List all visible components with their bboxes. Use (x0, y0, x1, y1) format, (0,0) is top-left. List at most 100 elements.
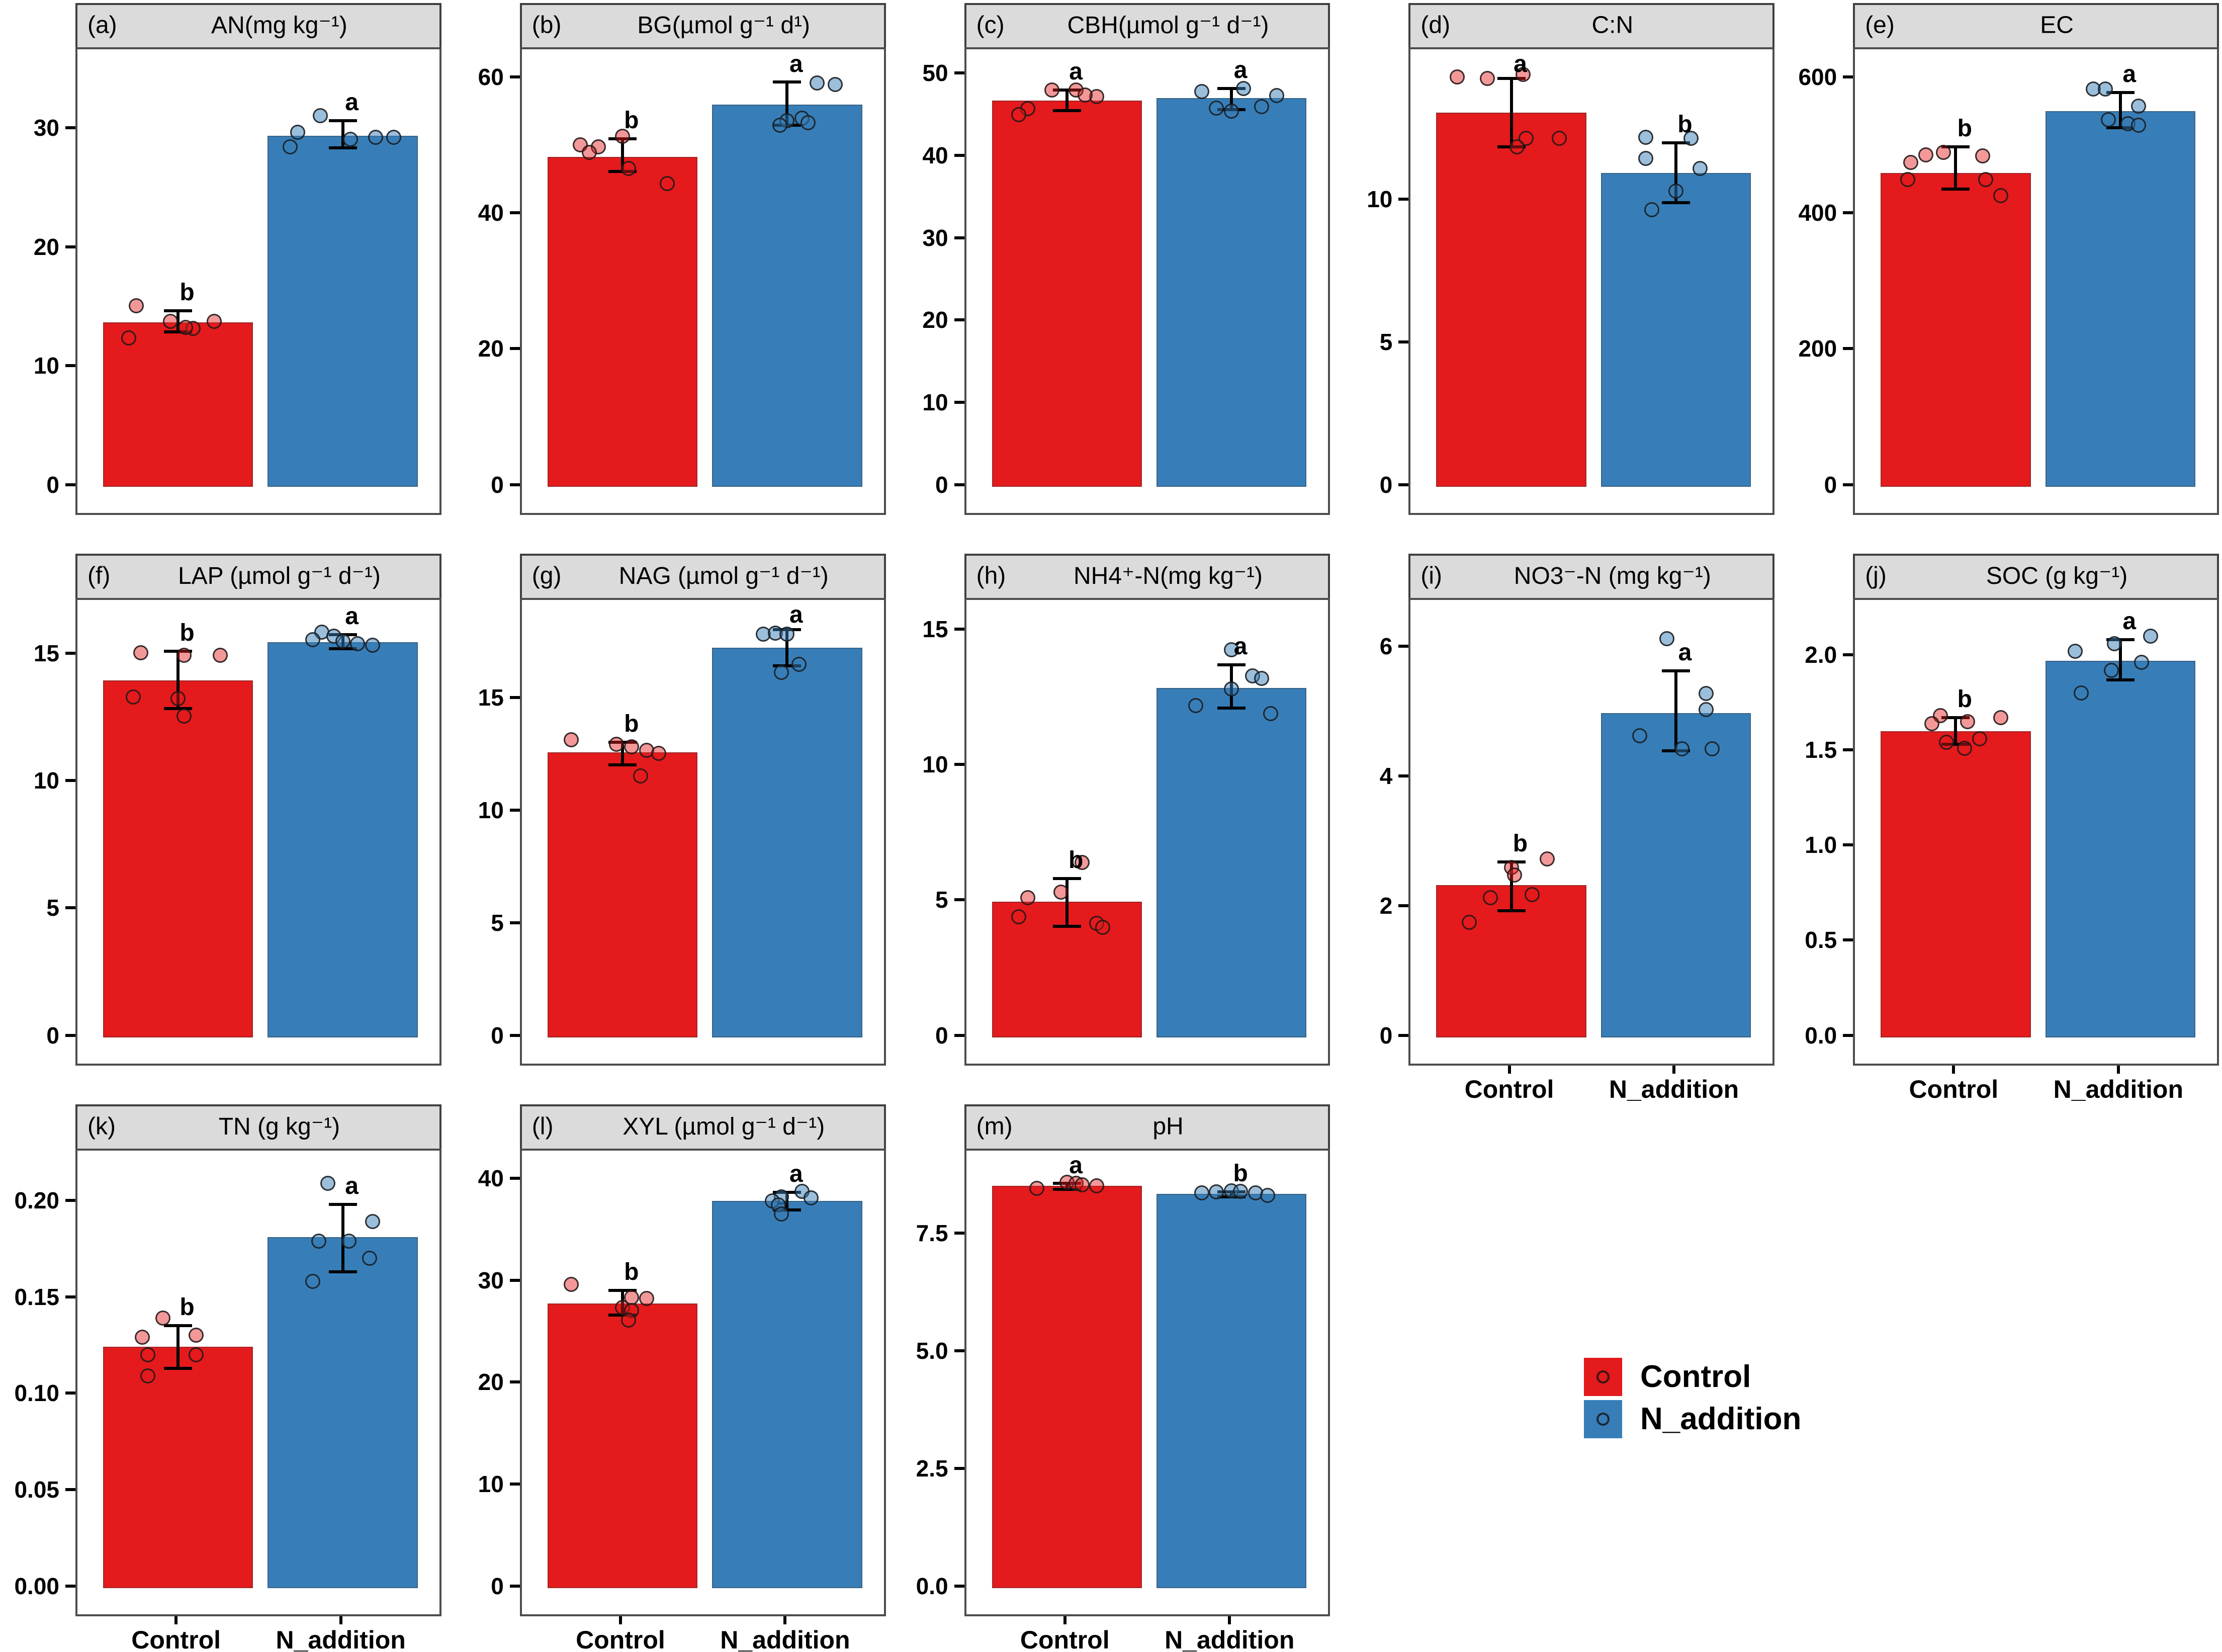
y-tick-mark (1843, 748, 1853, 752)
bar-n-addition (712, 1200, 862, 1588)
error-bar-cap (1941, 716, 1970, 720)
data-point (1900, 172, 1915, 188)
data-point (2100, 112, 2116, 128)
error-bar-cap (1941, 187, 1970, 191)
y-tick-label: 15 (33, 640, 59, 666)
data-point (1939, 735, 1954, 750)
y-tick-label: 30 (478, 1267, 504, 1293)
bar-n-addition (712, 647, 862, 1037)
y-tick-mark (954, 1349, 964, 1352)
y-tick-label: 6 (1379, 633, 1393, 659)
significance-letter: a (1514, 51, 1527, 77)
data-point (2130, 117, 2146, 133)
y-tick-mark (65, 364, 75, 368)
legend-label-control: Control (1640, 1359, 1751, 1394)
significance-letter: a (789, 601, 803, 628)
data-point (1698, 686, 1714, 702)
error-bar-cap (773, 80, 802, 83)
error-bar (1954, 147, 1958, 189)
panel-m: (m) pH a b 0.0 2.5 5.0 7.5 Control N_addition (891, 1104, 1331, 1652)
x-tick-mark (2116, 1066, 2120, 1074)
y-tick-mark (954, 1584, 964, 1588)
y-tick-label: 0 (46, 1022, 59, 1049)
y-tick-mark (954, 627, 964, 631)
data-point (564, 1276, 579, 1292)
data-point (1188, 698, 1203, 713)
legend-point-icon (1596, 1370, 1610, 1383)
bar-n-addition (268, 642, 418, 1037)
data-point (134, 1330, 150, 1345)
panel-strip: (j) SOC (g kg⁻¹) (1853, 554, 2219, 600)
panel-i: (i) NO3⁻-N (mg kg⁻¹) b a 0 2 4 6 Control N_additi… (1335, 554, 1775, 1103)
error-bar-cap (1217, 707, 1246, 710)
y-tick-mark (954, 1232, 964, 1235)
y-tick-mark (1843, 347, 1853, 351)
error-bar-cap (1662, 201, 1691, 205)
error-bar-cap (328, 1270, 357, 1273)
x-category-label: N_addition (276, 1626, 406, 1652)
panel-tag: (h) (976, 562, 1006, 589)
error-bar-cap (1052, 924, 1081, 928)
y-tick-mark (954, 483, 964, 486)
data-point (2098, 81, 2113, 97)
data-point (311, 1233, 326, 1249)
legend-key-n-addition (1584, 1400, 1622, 1438)
panel-strip: (i) NO3⁻-N (mg kg⁻¹) (1408, 554, 1775, 600)
data-point (1540, 851, 1555, 866)
x-tick-mark (1063, 1616, 1066, 1624)
x-tick-mark (1507, 1066, 1511, 1074)
error-bar (2118, 640, 2122, 680)
x-tick-mark (174, 1616, 178, 1624)
y-tick-mark (1843, 653, 1853, 657)
error-bar (1509, 862, 1513, 911)
panel-strip: (h) NH4⁺-N(mg kg⁻¹) (964, 554, 1330, 600)
bar-control (992, 101, 1142, 487)
data-point (283, 139, 298, 154)
panel-title: SOC (g kg⁻¹) (1986, 562, 2128, 589)
y-tick-label: 0.10 (14, 1380, 59, 1407)
error-bar-cap (1052, 877, 1081, 881)
panel-title: BG(µmol g⁻¹ d¹) (637, 12, 811, 39)
y-tick-mark (509, 1380, 520, 1384)
significance-letter: a (1678, 639, 1692, 666)
y-tick-label: 20 (478, 335, 504, 362)
data-point (1632, 728, 1648, 744)
x-category-label: Control (576, 1626, 665, 1652)
data-point (206, 313, 222, 329)
y-tick-label: 10 (478, 797, 504, 823)
data-point (1668, 184, 1684, 199)
y-tick-mark (65, 1584, 75, 1588)
significance-letter: a (1069, 58, 1083, 85)
data-point (1479, 71, 1495, 86)
data-point (804, 1190, 819, 1205)
y-tick-label: 1.5 (1805, 737, 1837, 763)
y-tick-label: 0 (46, 471, 59, 498)
data-point (827, 76, 843, 92)
bar-n-addition (1601, 713, 1751, 1037)
data-point (1461, 915, 1477, 930)
panel-l: (l) XYL (µmol g⁻¹ d⁻¹) b a 0 10 20 30 40 Control N… (447, 1104, 887, 1652)
data-point (772, 117, 787, 133)
error-bar-cap (164, 707, 193, 711)
bar-control (547, 1303, 698, 1588)
panel-tag: (e) (1865, 12, 1895, 39)
y-tick-mark (1398, 1033, 1409, 1037)
data-point (305, 632, 320, 648)
data-point (1044, 82, 1059, 98)
y-tick-mark (1398, 483, 1409, 486)
data-point (1924, 716, 1939, 731)
x-category-label: Control (1909, 1075, 1999, 1103)
error-bar-cap (328, 1202, 357, 1206)
y-tick-mark (954, 1033, 964, 1037)
data-point (779, 626, 795, 642)
y-tick-mark (1398, 198, 1409, 201)
error-bar-cap (1217, 86, 1246, 90)
y-tick-mark (65, 1198, 75, 1202)
y-tick-label: 0.15 (14, 1283, 59, 1310)
data-point (564, 732, 579, 748)
panel-a: (a) AN(mg kg⁻¹) b a 0 10 20 30 (2, 3, 442, 550)
y-tick-mark (954, 400, 964, 404)
y-tick-mark (1398, 340, 1409, 343)
